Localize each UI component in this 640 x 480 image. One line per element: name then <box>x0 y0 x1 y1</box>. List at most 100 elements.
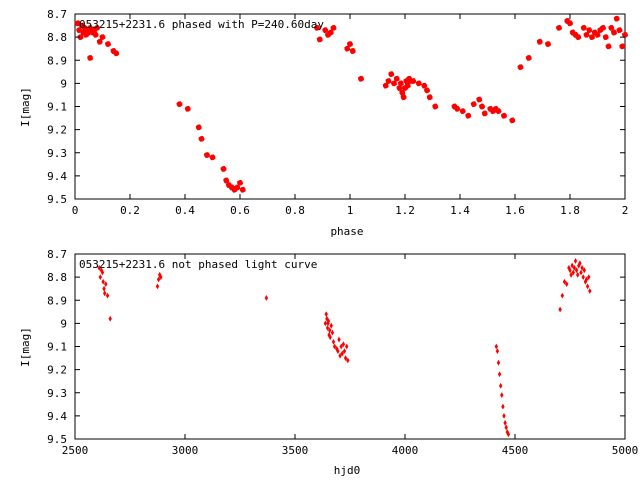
phased-data-point <box>113 50 120 57</box>
phased-data-point <box>223 177 230 184</box>
phased-data-point <box>586 27 593 34</box>
phased-data-point <box>622 31 628 38</box>
unphased-data-point <box>328 334 332 341</box>
phased-data-point <box>589 34 595 41</box>
unphased-data-point <box>500 392 504 398</box>
phased-data-point <box>605 43 612 50</box>
unphased-y-tick-label: 9 <box>60 317 67 330</box>
phased-data-point <box>87 55 94 61</box>
phased-data-point <box>479 103 485 110</box>
phased-data-point <box>176 101 183 108</box>
unphased-data-point <box>587 274 591 281</box>
unphased-data-point <box>341 341 346 348</box>
unphased-y-tick-label: 9.4 <box>47 410 67 423</box>
phased-data-point <box>184 105 191 112</box>
phased-data-points <box>74 15 628 193</box>
phased-x-tick-label: 1.4 <box>450 204 470 217</box>
phased-x-tick-label: 0.6 <box>230 204 250 217</box>
phased-data-point <box>415 80 422 87</box>
unphased-data-point <box>336 348 340 355</box>
phased-data-point <box>410 78 417 84</box>
phased-data-point <box>421 82 428 89</box>
unphased-data-point <box>345 343 349 350</box>
unphased-x-axis-label: hjd0 <box>334 464 361 477</box>
unphased-data-point <box>573 258 578 264</box>
unphased-data-point <box>582 267 586 274</box>
unphased-data-point <box>339 343 343 350</box>
phased-data-point <box>399 89 406 96</box>
unphased-data-point <box>565 281 569 287</box>
phased-data-point <box>391 80 397 87</box>
unphased-data-point <box>570 262 574 269</box>
phased-y-tick-label: 8.7 <box>47 8 67 21</box>
unphased-x-tick-label: 2500 <box>62 444 89 457</box>
unphased-data-point <box>340 350 344 357</box>
phased-data-point <box>454 105 461 112</box>
phased-y-axis-label: I[mag] <box>19 87 32 127</box>
unphased-data-point <box>346 357 350 364</box>
phased-data-point <box>608 24 615 31</box>
unphased-data-point <box>562 278 567 285</box>
unphased-data-point <box>337 336 341 343</box>
unphased-data-point <box>103 290 107 297</box>
phased-data-point <box>432 103 439 110</box>
phased-data-point <box>509 117 516 124</box>
phased-data-point <box>330 24 337 31</box>
unphased-data-point <box>497 371 502 378</box>
phased-data-point <box>583 31 590 38</box>
phased-data-point <box>314 24 320 31</box>
unphased-data-point <box>506 431 511 438</box>
phased-data-point <box>556 24 562 31</box>
unphased-data-point <box>572 264 577 271</box>
unphased-data-point <box>331 338 336 345</box>
unphased-data-point <box>569 271 573 278</box>
phased-data-point <box>396 85 403 91</box>
unphased-y-tick-label: 8.7 <box>47 248 67 261</box>
phased-data-point <box>99 34 106 41</box>
unphased-data-point <box>108 315 112 322</box>
unphased-data-point <box>502 412 506 419</box>
phased-data-point <box>616 27 623 34</box>
unphased-data-point <box>101 278 105 285</box>
phased-data-point <box>220 166 227 172</box>
phased-data-point <box>536 38 543 45</box>
unphased-data-point <box>568 267 572 274</box>
phased-y-tick-label: 9.1 <box>47 101 67 114</box>
unphased-data-point <box>328 327 332 334</box>
phased-y-tick-label: 9.3 <box>47 147 67 160</box>
phased-data-point <box>195 124 202 131</box>
phased-data-point <box>465 112 472 119</box>
unphased-data-point <box>335 345 339 352</box>
phased-light-curve-panel: 0 0.2 0.4 0.6 0.8 1 1.2 1.4 1.6 1.8 2 8.7 8.8 8.9 9 9.… <box>19 8 628 238</box>
unphased-data-point <box>495 348 500 355</box>
unphased-data-point <box>158 271 162 278</box>
phased-data-point <box>327 29 334 36</box>
unphased-data-point <box>326 320 330 327</box>
unphased-y-tick-label: 9.3 <box>47 387 67 400</box>
unphased-data-point <box>97 264 101 271</box>
phased-data-point <box>424 87 430 94</box>
phased-data-point <box>619 43 626 50</box>
phased-data-point <box>600 24 606 31</box>
unphased-data-point <box>494 343 498 350</box>
unphased-chart-title: 053215+2231.6 not phased light curve <box>79 258 317 271</box>
unphased-y-tick-label: 8.8 <box>47 271 67 284</box>
unphased-data-point <box>583 278 588 285</box>
phased-x-tick-label: 0.4 <box>175 204 195 217</box>
phased-data-point <box>316 36 323 43</box>
unphased-data-point <box>560 292 564 299</box>
phased-x-tick-label: 1.2 <box>395 204 415 217</box>
unphased-y-tick-label: 8.9 <box>47 294 67 307</box>
phased-data-point <box>495 108 502 115</box>
phased-data-point <box>517 64 524 71</box>
phased-data-point <box>481 110 488 117</box>
unphased-data-point <box>105 292 110 299</box>
phased-x-tick-label: 1.8 <box>560 204 580 217</box>
phased-data-point <box>239 186 246 193</box>
unphased-data-point <box>102 285 106 292</box>
phased-data-point <box>459 108 466 115</box>
phased-data-point <box>96 38 103 45</box>
phased-data-point <box>388 71 395 78</box>
phased-data-point <box>611 29 617 36</box>
unphased-data-point <box>501 403 505 410</box>
